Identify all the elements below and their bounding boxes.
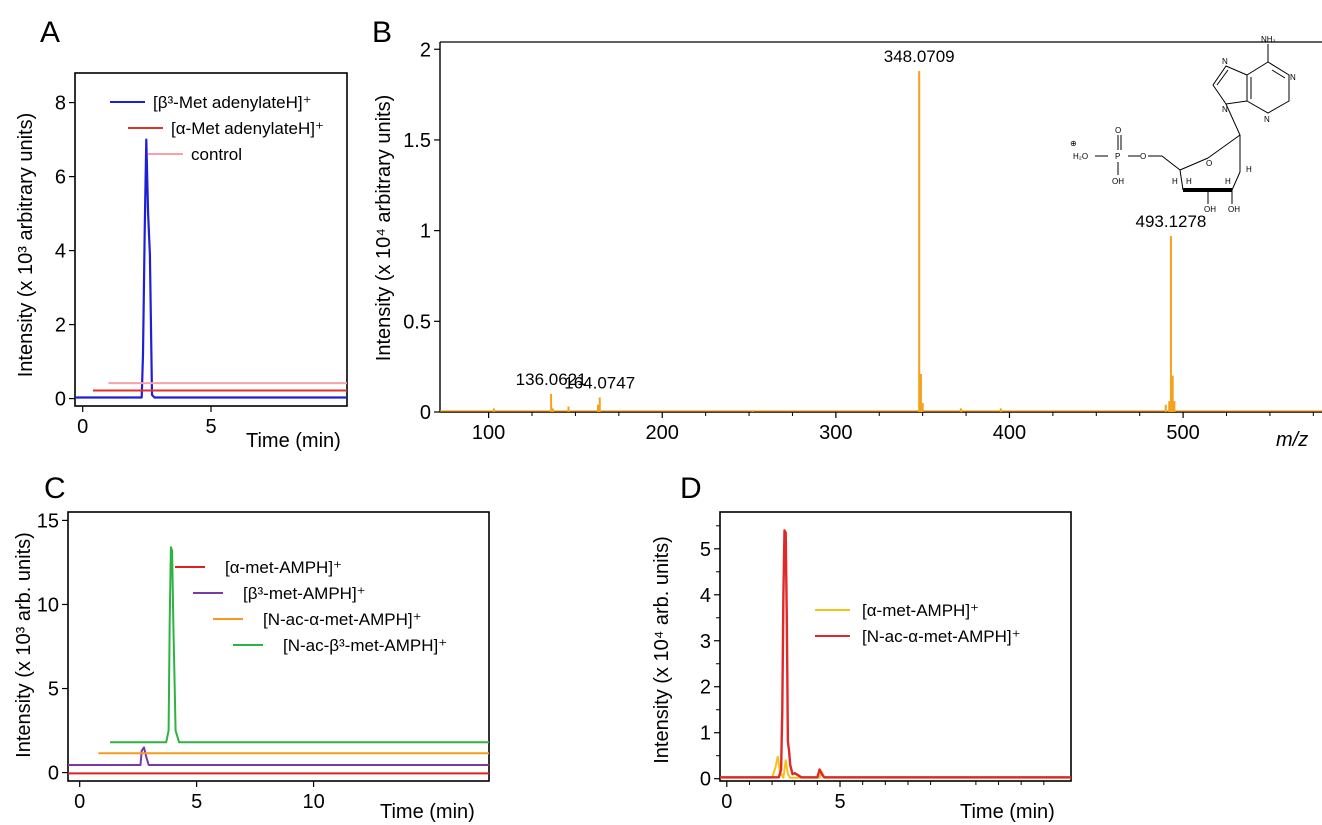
chart-c-frame [67,511,490,782]
structure-n1-label: N [1290,73,1296,82]
structure-h3-label: H [1186,177,1192,186]
chart-b-xtick-label: 300 [819,422,852,444]
chart-d-xtick-label: 0 [721,791,732,813]
panel-c-xlabel: Time (min) [380,801,475,823]
chart-c: 0 5 10 15 0 5 10 [α-met-AMPH]⁺ [β³-met-AMPH]⁺ [N-… [37,510,490,813]
chart-b-ytick-label: 0 [420,402,431,424]
chart-a: 0 2 4 6 8 0 5 [β³-Met adenylateH]⁺ [α-Met adenyl… [55,72,348,438]
chart-b-peak-label: 164.0747 [564,373,635,392]
chart-b-xtick-label: 400 [993,422,1026,444]
chart-b-xtick-label: 100 [472,422,505,444]
panel-a-label: A [40,16,60,49]
chart-c-ytick-label: 15 [37,510,59,532]
chart-b-ytick-label: 0.5 [403,311,431,333]
chart-a-xtick-label: 0 [77,416,88,438]
panel-d-label: D [680,472,702,505]
chart-b-xtick-label: 200 [646,422,679,444]
chart-d-ytick-label: 3 [700,631,711,653]
chart-d-xtick-label: 5 [834,791,845,813]
chart-b-xtick-label: 500 [1166,422,1199,444]
adenylate-structure-diagram [1095,44,1290,204]
panel-d-xlabel: Time (min) [960,801,1055,823]
panel-a-ylabel: Intensity (x 10³ arbitrary units) [15,113,37,378]
chart-a-xtick-label: 5 [205,416,216,438]
chart-d-frame [719,511,1072,782]
structure-n9-label: N [1222,105,1228,114]
chart-c-ytick-label: 10 [37,594,59,616]
panel-d-ylabel: Intensity (x 10⁴ arb. units) [651,536,673,764]
chart-c-legend-label: [N-ac-β³-met-AMPH]⁺ [283,636,447,655]
chart-d-series-1-line [720,755,1071,779]
panel-b-label: B [372,16,392,49]
chart-b-ytick-label: 1.5 [403,130,431,152]
chart-d-legend-label: [N-ac-α-met-AMPH]⁺ [862,627,1021,646]
panel-b-ylabel: Intensity (x 10⁴ arbitrary units) [373,95,395,361]
chart-b: 0 0.5 1 1.5 2 100 200 300 400 500 136.0621164.0747… [403,39,1322,444]
chart-a-legend: [β³-Met adenylateH]⁺ [α-Met adenylateH]⁺ c… [110,93,324,164]
chart-d-series-2-line [720,529,1071,779]
panel-a-xlabel: Time (min) [246,430,341,452]
panel-b-xlabel: m/z [1276,429,1308,451]
chart-c-series-4-line [110,546,489,744]
chart-c-xtick-label: 0 [74,791,85,813]
chart-d: 0 1 2 3 4 5 0 5 [α-met-AMPH]⁺ [N-ac-α-met-AMPH]⁺ [700,511,1072,813]
chart-b-ytick-label: 1 [420,221,431,243]
chart-a-legend-label: [α-Met adenylateH]⁺ [171,119,324,138]
chart-a-ytick-label: 4 [55,241,66,263]
structure-h1-label: H [1246,165,1252,174]
structure-oh3-label: OH [1228,205,1240,214]
structure-n7-label: N [1222,57,1228,66]
chart-b-peak-label: 136.0621 [516,370,587,389]
chart-d-ytick-label: 4 [700,585,711,607]
chart-c-xtick-label: 5 [191,791,202,813]
structure-oh2-label: OH [1204,205,1216,214]
chart-d-legend-label: [α-met-AMPH]⁺ [862,601,979,620]
structure-ester-o-label: O [1140,152,1146,161]
panel-c-label: C [44,472,66,505]
structure-charge-label: ⊕ [1070,139,1077,148]
panel-c-ylabel: Intensity (x 10³ arb. units) [13,532,35,758]
chart-d-ytick-label: 5 [700,539,711,561]
chart-c-legend-label: [β³-met-AMPH]⁺ [243,584,366,603]
chart-a-ytick-label: 2 [55,315,66,337]
chart-a-legend-label: [β³-Met adenylateH]⁺ [153,93,312,112]
chart-d-legend: [α-met-AMPH]⁺ [N-ac-α-met-AMPH]⁺ [815,601,1021,646]
chart-a-ytick-label: 8 [55,93,66,115]
structure-poh-label: OH [1112,177,1124,186]
structure-ring-o-label: O [1206,159,1212,168]
chart-a-legend-label: control [191,145,242,164]
structure-nh2-label: NH₂ [1261,35,1276,44]
structure-h2-label: H [1225,177,1231,186]
chart-b-peak-label: 348.0709 [884,47,955,66]
chart-a-series-1-line [75,138,347,399]
chart-b-peak-label: 493.1278 [1135,212,1206,231]
chart-c-series-2-line [68,746,489,766]
chart-c-legend: [α-met-AMPH]⁺ [β³-met-AMPH]⁺ [N-ac-α-met-A… [175,558,447,655]
chart-c-legend-label: [α-met-AMPH]⁺ [225,558,342,577]
chart-d-ytick-label: 2 [700,677,711,699]
chart-d-ytick-label: 0 [700,769,711,791]
chart-a-ytick-label: 6 [55,167,66,189]
structure-p-label: P [1115,152,1120,161]
chart-d-ytick-label: 1 [700,723,711,745]
chart-c-legend-label: [N-ac-α-met-AMPH]⁺ [263,610,422,629]
chart-c-xtick-label: 10 [302,791,324,813]
structure-atom-labels: NH₂ N N N N O O P O OH H₂O ⊕ OH OH H H H… [1070,35,1296,214]
chart-b-ytick-label: 2 [420,39,431,61]
chart-c-ytick-label: 5 [48,679,59,701]
structure-po-label: O [1115,126,1121,135]
chart-a-ytick-label: 0 [55,389,66,411]
chart-c-ytick-label: 0 [48,763,59,785]
structure-h2o-label: H₂O [1073,152,1088,161]
structure-h4-label: H [1172,177,1178,186]
structure-n3-label: N [1264,115,1270,124]
